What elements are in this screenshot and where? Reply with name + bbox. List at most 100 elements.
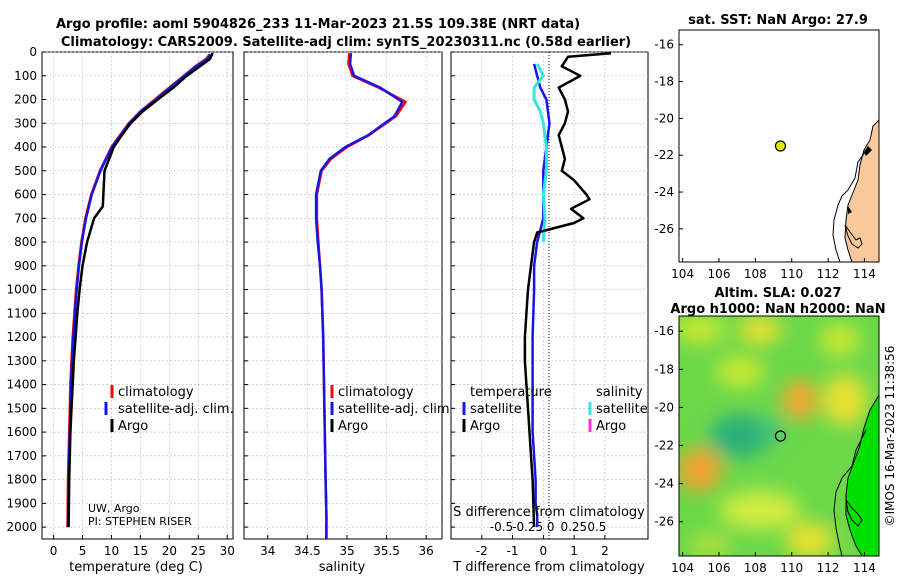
- sst-map-title: sat. SST: NaN Argo: 27.9: [688, 13, 868, 28]
- temperature-legend-climatology: climatology: [118, 385, 194, 400]
- salinity-legend: climatology satellite-adj. clim. Argo: [330, 385, 454, 434]
- s-diff-tick-label: 0.5: [587, 520, 606, 534]
- lat-tick-label: -18: [654, 75, 674, 89]
- argo-float-marker: [774, 140, 787, 152]
- lon-tick-label: 114: [853, 267, 876, 281]
- y-tick-label: 1600: [6, 425, 37, 439]
- salinity-legend-satellite: satellite-adj. clim.: [338, 402, 454, 417]
- sla-field: [679, 316, 879, 556]
- temperature-grid: [42, 51, 233, 539]
- salinity-series: [314, 53, 407, 539]
- sst-map-lat-labels: -16 -18 -20 -22 -24 -26: [654, 38, 683, 236]
- y-tick-label: 1100: [6, 306, 37, 320]
- salinity-legend-climatology: climatology: [338, 385, 414, 400]
- lon-tick-label: 108: [744, 561, 767, 575]
- x-tick-label: 35.5: [373, 544, 400, 558]
- x-tick-label: 30: [220, 544, 235, 558]
- legend-header-temperature: temperature: [470, 385, 552, 400]
- difference-series: [523, 51, 612, 528]
- difference-grid: [451, 51, 648, 539]
- x-tick-label: 34: [260, 544, 275, 558]
- lon-tick-label: 110: [780, 561, 803, 575]
- y-tick-label: 1400: [6, 378, 37, 392]
- y-tick-label: 700: [14, 211, 37, 225]
- x-tick-label: 36: [419, 544, 434, 558]
- y-tick-label: 800: [14, 235, 37, 249]
- lat-tick-label: -26: [654, 515, 674, 529]
- series-line-s-satellite: [532, 63, 548, 243]
- x-tick-label: 2: [601, 544, 609, 558]
- sla-map-frame: [678, 315, 880, 557]
- temperature-legend-argo: Argo: [118, 419, 148, 434]
- y-tick-label: 1000: [6, 283, 37, 297]
- sla-map-title-line2: Argo h1000: NaN h2000: NaN: [670, 302, 885, 317]
- lon-tick-label: 104: [671, 561, 694, 575]
- difference-legend: temperature salinity satellite Argo sate…: [462, 385, 648, 434]
- salinity-legend-argo: Argo: [338, 419, 368, 434]
- figure-title-line2: Climatology: CARS2009. Satellite-adj cli…: [61, 35, 631, 50]
- sla-map-lon-labels: 104 106 108 110 112 114: [671, 552, 876, 575]
- difference-panel: -2 -1 0 1 2 -0.5-0.25 0 0.25 0.5 T difference f…: [450, 51, 649, 575]
- land-western-australia: [844, 118, 880, 263]
- salinity-plot-frame: [243, 51, 443, 540]
- y-tick-label: 0: [29, 45, 37, 59]
- temperature-series: [66, 52, 214, 528]
- sla-map-panel: Altim. SLA: 0.027 Argo h1000: NaN h2000:…: [654, 286, 885, 575]
- x-tick-label: 5: [79, 544, 87, 558]
- lon-tick-label: 114: [853, 561, 876, 575]
- temperature-xlabel: temperature (deg C): [69, 560, 203, 575]
- legend-s-argo: Argo: [596, 419, 626, 434]
- legend-t-argo: Argo: [470, 419, 500, 434]
- lon-tick-label: 104: [671, 267, 694, 281]
- y-tick-label: 1300: [6, 354, 37, 368]
- x-tick-label: -2: [476, 544, 488, 558]
- sla-anomaly-blobs: [679, 316, 867, 556]
- bathymetry-contour: [832, 147, 869, 263]
- difference-xlabel: T difference from climatology: [452, 560, 645, 575]
- lon-tick-label: 112: [817, 561, 840, 575]
- pressure-tick-labels: 0 100 200 300 400 500 600 700 800 900 1000 1100 1200…: [6, 45, 37, 534]
- sla-map-lat-labels: -16 -18 -20 -22 -24 -26: [654, 324, 683, 529]
- legend-t-satellite: satellite: [470, 402, 522, 417]
- lon-tick-label: 110: [780, 267, 803, 281]
- x-tick-label: 20: [162, 544, 177, 558]
- sla-map-title-line1: Altim. SLA: 0.027: [715, 286, 842, 301]
- x-tick-label: 0: [50, 544, 58, 558]
- y-tick-label: 1500: [6, 401, 37, 415]
- y-tick-label: 500: [14, 164, 37, 178]
- salinity-tick-labels: 34 34.5 35 35.5 36: [260, 544, 434, 558]
- x-tick-label: 0: [540, 544, 548, 558]
- series-line-argo: [67, 52, 214, 528]
- lat-tick-label: -24: [654, 185, 674, 199]
- lat-tick-label: -18: [654, 362, 674, 376]
- lat-tick-label: -16: [654, 38, 674, 52]
- s-diff-tick-label: 0.25: [560, 520, 587, 534]
- sst-map-panel: sat. SST: NaN Argo: 27.9 104 106 108 110 112…: [654, 13, 880, 281]
- salinity-grid: [244, 51, 442, 539]
- imos-credit: ©IMOS 16-Mar-2023 11:38:56: [883, 346, 897, 527]
- s-diff-tick-label: -0.25: [512, 520, 543, 534]
- lat-tick-label: -20: [654, 400, 674, 414]
- y-tick-label: 1200: [6, 330, 37, 344]
- lon-tick-label: 108: [744, 267, 767, 281]
- argo-float-marker: [774, 430, 787, 442]
- salinity-panel: 34 34.5 35 35.5 36 salinity climatology sate…: [243, 51, 454, 575]
- bathymetry-contour: [833, 429, 867, 556]
- x-tick-label: 10: [104, 544, 119, 558]
- temperature-panel: 0100200300400500600700800900100011001200…: [6, 45, 234, 575]
- legend-s-satellite: satellite: [596, 402, 648, 417]
- island-outline: [844, 224, 863, 249]
- y-tick-label: 200: [14, 93, 37, 107]
- float-pi: PI: STEPHEN RISER: [88, 515, 192, 528]
- y-tick-label: 2000: [6, 520, 37, 534]
- lon-tick-label: 106: [708, 267, 731, 281]
- x-tick-label: 34.5: [294, 544, 321, 558]
- y-tick-label: 400: [14, 140, 37, 154]
- x-tick-label: 35: [339, 544, 354, 558]
- difference-xlabel-top: S difference from climatology: [453, 505, 645, 520]
- sst-map-lon-labels: 104 106 108 110 112 114: [671, 258, 876, 281]
- lat-tick-label: -26: [654, 222, 674, 236]
- lat-tick-label: -16: [654, 324, 674, 338]
